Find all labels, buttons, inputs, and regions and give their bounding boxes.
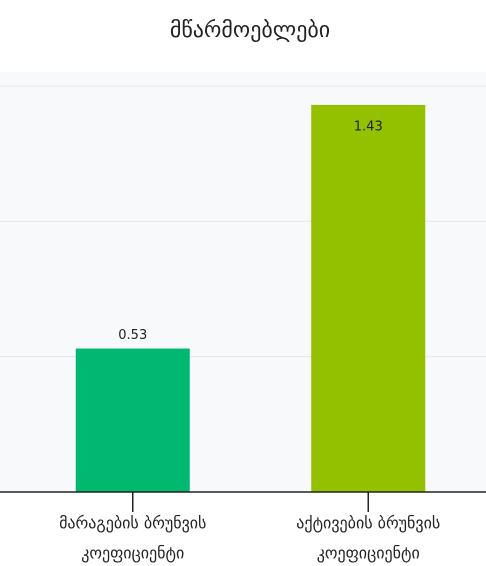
chart-title: მწარმოებლები bbox=[170, 18, 330, 43]
x-tick-label: მარაგების ბრუნვის bbox=[59, 514, 206, 533]
x-tick-label: კოეფიციენტი bbox=[317, 544, 420, 563]
bar bbox=[311, 104, 426, 493]
x-tick-label: აქტივების ბრუნვის bbox=[296, 514, 440, 533]
data-label: 1.43 bbox=[354, 119, 383, 134]
x-tick-label: კოეფიციენტი bbox=[81, 544, 184, 563]
data-label: 0.53 bbox=[118, 328, 147, 343]
bar bbox=[75, 348, 190, 492]
